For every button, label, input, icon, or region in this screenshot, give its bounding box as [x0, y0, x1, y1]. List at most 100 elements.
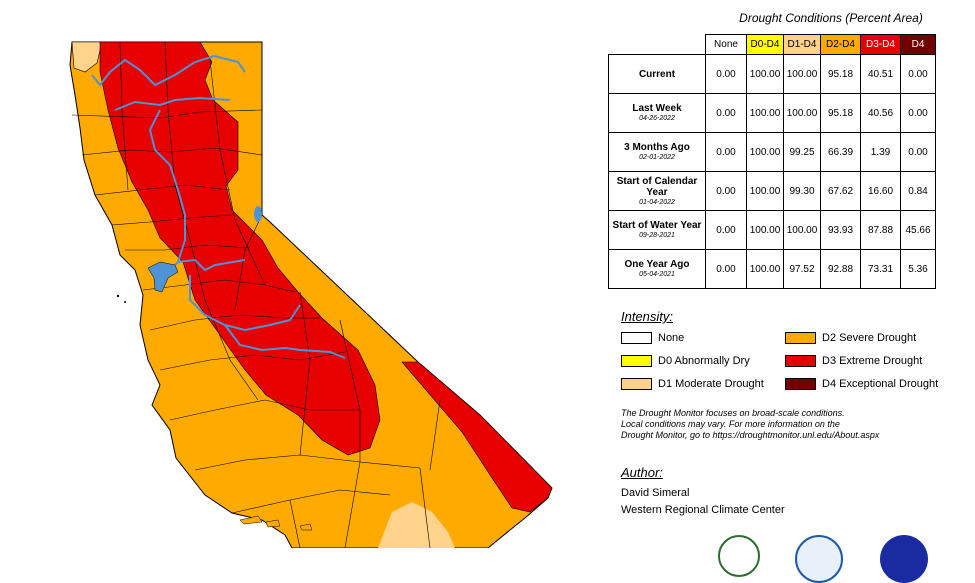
author-title: Author:	[621, 465, 663, 480]
cell-d3-d4: 87.88	[860, 210, 901, 250]
drought-conditions-table: None D0-D4 D1-D4 D2-D4 D3-D4 D4 Current …	[608, 34, 936, 289]
legend-label: D4 Exceptional Drought	[822, 378, 939, 390]
row-date: 09-28-2021	[639, 232, 675, 239]
cell-d1-d4: 100.00	[783, 210, 821, 250]
drought-monitor-note: The Drought Monitor focuses on broad-sca…	[621, 408, 966, 441]
cell-d0-d4: 100.00	[746, 93, 784, 133]
row-label-text: Start of Calendar Year	[616, 175, 698, 198]
d1-area-south-coast	[378, 502, 455, 548]
header-d1-d4: D1-D4	[783, 34, 821, 55]
header-d0-d4: D0-D4	[746, 34, 784, 55]
row-label: Start of Calendar Year 01-04-2022	[608, 171, 706, 211]
table-row: Current 0.00 100.00 100.00 95.18 40.51 0…	[608, 54, 936, 94]
cell-d3-d4: 40.56	[860, 93, 901, 133]
cell-d4: 0.00	[900, 54, 936, 94]
cell-none: 0.00	[705, 249, 747, 289]
cell-d3-d4: 73.31	[860, 249, 901, 289]
cell-d0-d4: 100.00	[746, 210, 784, 250]
legend-swatch	[621, 378, 652, 390]
cell-d2-d4: 95.18	[820, 54, 861, 94]
cell-none: 0.00	[705, 93, 747, 133]
legend-item-d0: D0 Abnormally Dry	[621, 355, 750, 367]
rivers	[91, 54, 346, 359]
sf-bay	[147, 261, 179, 293]
legend-swatch	[621, 355, 652, 367]
cell-d4: 45.66	[900, 210, 936, 250]
table-row: 3 Months Ago 02-01-2022 0.00 100.00 99.25…	[608, 132, 936, 172]
legend-item-d1: D1 Moderate Drought	[621, 378, 764, 390]
legend-swatch	[785, 378, 816, 390]
cell-d0-d4: 100.00	[746, 249, 784, 289]
cell-d2-d4: 66.39	[820, 132, 861, 172]
row-label: One Year Ago 05-04-2021	[608, 249, 706, 289]
legend-label: D1 Moderate Drought	[658, 378, 764, 390]
cell-none: 0.00	[705, 54, 747, 94]
legend-item-none: None	[621, 332, 684, 344]
legend-swatch	[621, 332, 652, 344]
d1-area-northwest	[71, 41, 103, 73]
table-title: Drought Conditions (Percent Area)	[739, 11, 923, 25]
cell-d1-d4: 100.00	[783, 93, 821, 133]
cell-d4: 0.00	[900, 93, 936, 133]
cell-d2-d4: 92.88	[820, 249, 861, 289]
cell-d2-d4: 67.62	[820, 171, 861, 211]
cell-none: 0.00	[705, 132, 747, 172]
cell-d1-d4: 99.30	[783, 171, 821, 211]
cell-none: 0.00	[705, 171, 747, 211]
county-lines	[71, 41, 441, 548]
cell-d4: 5.36	[900, 249, 936, 289]
row-date: 01-04-2022	[639, 198, 675, 206]
cell-d1-d4: 97.52	[783, 249, 821, 289]
legend-item-d4: D4 Exceptional Drought	[785, 378, 938, 390]
nidis-logo	[880, 535, 928, 583]
note-line: Drought Monitor, go to https://droughtmo…	[621, 430, 880, 440]
cell-d3-d4: 40.51	[860, 54, 901, 94]
author-org: Western Regional Climate Center	[621, 504, 785, 516]
legend-label: D0 Abnormally Dry	[658, 355, 750, 367]
cell-d1-d4: 99.25	[783, 132, 821, 172]
author-name: David Simeral	[621, 487, 690, 499]
cell-d3-d4: 16.60	[860, 171, 901, 211]
note-line: Local conditions may vary. For more info…	[621, 419, 840, 429]
row-label-text: Last Week	[632, 103, 682, 114]
legend-label: D3 Extreme Drought	[822, 355, 923, 367]
header-none: None	[705, 34, 747, 55]
row-date: 04-26-2022	[639, 115, 675, 122]
d3-area-central	[99, 41, 381, 456]
usda-logo	[718, 535, 760, 577]
lake-tahoe	[254, 206, 262, 222]
legend-label: D2 Severe Drought	[822, 332, 917, 344]
cell-d2-d4: 93.93	[820, 210, 861, 250]
row-date: 05-04-2021	[639, 271, 675, 278]
farallon-dot-2	[124, 301, 126, 303]
cell-d0-d4: 100.00	[746, 54, 784, 94]
row-label-text: 3 Months Ago	[624, 142, 690, 153]
row-label: 3 Months Ago 02-01-2022	[608, 132, 706, 172]
row-label-text: Start of Water Year	[612, 220, 702, 231]
california-drought-map	[69, 41, 553, 548]
row-label-text: One Year Ago	[624, 259, 690, 270]
cell-d1-d4: 100.00	[783, 54, 821, 94]
table-corner	[609, 35, 706, 55]
cell-d0-d4: 100.00	[746, 132, 784, 172]
legend-title: Intensity:	[621, 309, 674, 324]
note-line: The Drought Monitor focuses on broad-sca…	[621, 408, 845, 418]
cell-d0-d4: 100.00	[746, 171, 784, 211]
d3-area-southeast	[401, 361, 553, 513]
legend-label: None	[658, 332, 685, 344]
noaa-logo	[795, 535, 843, 583]
table-row: Last Week 04-26-2022 0.00 100.00 100.00 9…	[608, 93, 936, 133]
cell-none: 0.00	[705, 210, 747, 250]
row-label: Start of Water Year 09-28-2021	[608, 210, 706, 250]
legend-swatch	[785, 332, 816, 344]
table-row: Start of Calendar Year 01-04-2022 0.00 10…	[608, 171, 936, 211]
legend-item-d3: D3 Extreme Drought	[785, 355, 922, 367]
table-row: Start of Water Year 09-28-2021 0.00 100.0…	[608, 210, 936, 250]
header-d3-d4: D3-D4	[860, 34, 901, 55]
row-label-text: Current	[638, 68, 676, 80]
farallon-dot	[116, 294, 120, 298]
row-label: Last Week 04-26-2022	[608, 93, 706, 133]
row-label: Current	[608, 54, 706, 94]
table-row: One Year Ago 05-04-2021 0.00 100.00 97.52…	[608, 249, 936, 289]
header-d4: D4	[900, 34, 936, 55]
